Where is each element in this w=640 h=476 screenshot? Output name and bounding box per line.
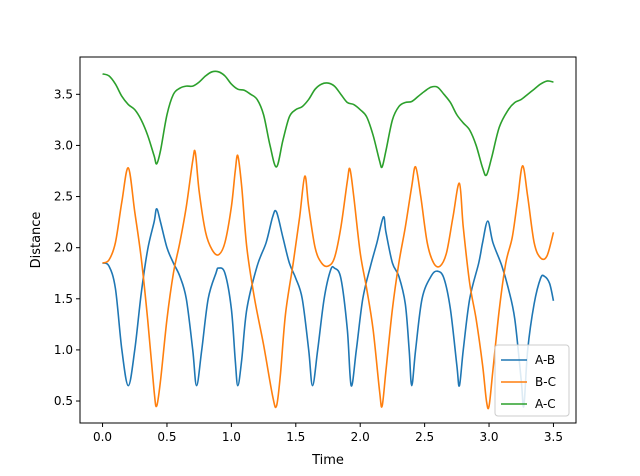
series-line-b-c: [102, 149, 555, 410]
x-tick-label: 2.5: [415, 430, 434, 444]
x-tick-label: 3.5: [544, 430, 563, 444]
x-axis: 0.0 0.5 1.0 1.5 2.0 2.5 3.0 3.5: [93, 423, 563, 444]
x-tick-label: 0.5: [157, 430, 176, 444]
legend-label: A-C: [535, 397, 556, 411]
plot-area: [102, 70, 555, 410]
legend: A-B B-C A-C: [494, 344, 570, 417]
x-axis-label: Time: [311, 453, 344, 468]
x-tick-label: 2.0: [351, 430, 370, 444]
y-tick-label: 0.5: [54, 394, 73, 408]
y-axis-label: Distance: [29, 212, 44, 269]
x-tick-label: 1.0: [222, 430, 241, 444]
y-tick-label: 2.0: [54, 241, 73, 255]
axes-frame: [79, 56, 577, 424]
legend-label: B-C: [535, 375, 556, 389]
x-tick-label: 0.0: [93, 430, 112, 444]
y-tick-label: 1.5: [54, 292, 73, 306]
y-tick-label: 3.0: [54, 138, 73, 152]
y-tick-label: 2.5: [54, 190, 73, 204]
y-tick-label: 3.5: [54, 87, 73, 101]
legend-label: A-B: [535, 353, 555, 367]
series-line-a-c: [102, 70, 554, 177]
y-axis: 0.5 1.0 1.5 2.0 2.5 3.0 3.5: [54, 87, 80, 408]
x-tick-label: 1.5: [286, 430, 305, 444]
y-tick-label: 1.0: [54, 343, 73, 357]
series-line-a-b: [102, 208, 555, 408]
legend-box: [494, 344, 570, 417]
x-tick-label: 3.0: [479, 430, 498, 444]
